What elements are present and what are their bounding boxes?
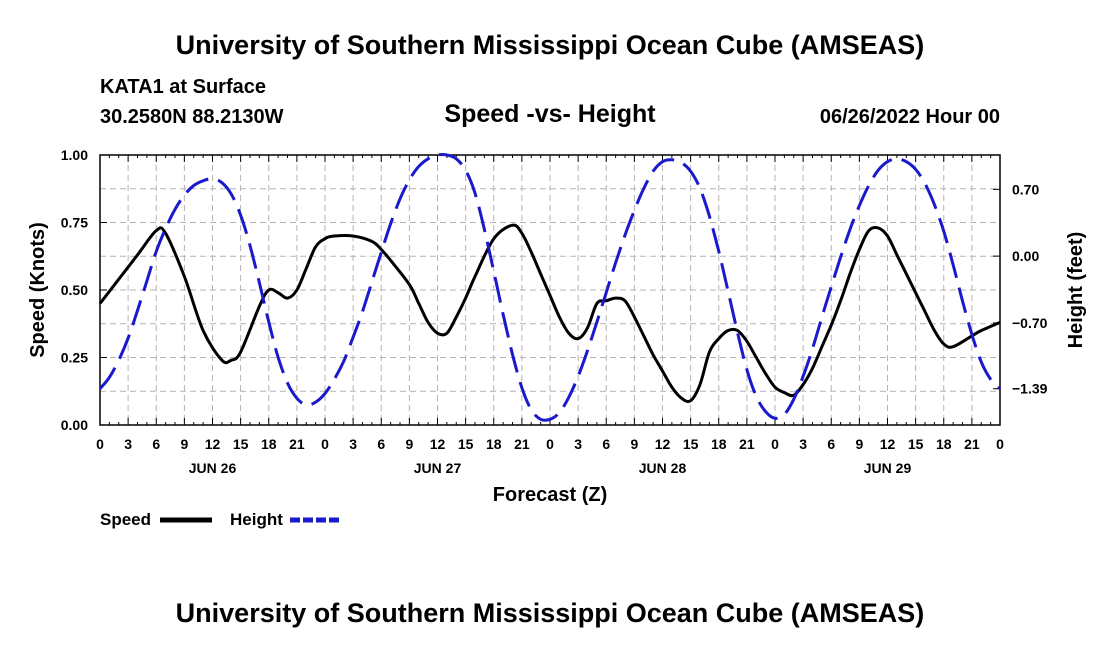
x-tick-label: 12 bbox=[880, 436, 896, 452]
legend-label-speed: Speed bbox=[100, 510, 151, 529]
series-line-speed bbox=[98, 223, 1001, 404]
y-axis-label: Speed (Knots) bbox=[27, 222, 49, 358]
y-tick-label: 0.50 bbox=[61, 282, 88, 298]
chart-title: Speed -vs- Height bbox=[444, 100, 656, 128]
x-tick-label: 3 bbox=[349, 436, 357, 452]
x-tick-label: 18 bbox=[936, 436, 952, 452]
x-tick-label: 6 bbox=[152, 436, 160, 452]
x-tick-label: 21 bbox=[289, 436, 305, 452]
x-axis-label: Forecast (Z) bbox=[493, 484, 607, 506]
report-title: University of Southern Mississippi Ocean… bbox=[175, 30, 925, 60]
y-tick-label: 0.25 bbox=[61, 350, 88, 366]
y2-tick-label: −0.70 bbox=[1012, 315, 1048, 331]
x-tick-label: 15 bbox=[233, 436, 249, 452]
legend-label-height: Height bbox=[230, 510, 283, 529]
series-line-height bbox=[98, 153, 1002, 422]
x-tick-label: 15 bbox=[908, 436, 924, 452]
x-tick-label: 6 bbox=[602, 436, 610, 452]
y2-tick-label: 0.00 bbox=[1012, 248, 1039, 264]
y2-tick-label: 0.70 bbox=[1012, 181, 1039, 197]
x-tick-label: 21 bbox=[739, 436, 755, 452]
x-tick-label: 18 bbox=[261, 436, 277, 452]
x-tick-label: 9 bbox=[630, 436, 638, 452]
x-tick-label: 3 bbox=[799, 436, 807, 452]
x-tick-label: 9 bbox=[180, 436, 188, 452]
x-tick-label: 0 bbox=[996, 436, 1004, 452]
y-tick-label: 0.75 bbox=[61, 215, 88, 231]
x-tick-label: 0 bbox=[96, 436, 104, 452]
x-tick-label: 12 bbox=[205, 436, 221, 452]
x-tick-label: 6 bbox=[827, 436, 835, 452]
x-tick-label: 12 bbox=[430, 436, 446, 452]
x-tick-label: 18 bbox=[711, 436, 727, 452]
x-tick-label: 9 bbox=[855, 436, 863, 452]
x-date-label: JUN 28 bbox=[639, 460, 687, 476]
y2-axis-label: Height (feet) bbox=[1065, 232, 1087, 349]
x-tick-label: 15 bbox=[458, 436, 474, 452]
x-tick-label: 21 bbox=[964, 436, 980, 452]
x-tick-label: 3 bbox=[124, 436, 132, 452]
x-tick-label: 0 bbox=[771, 436, 779, 452]
x-date-label: JUN 27 bbox=[414, 460, 462, 476]
report-title-repeat: University of Southern Mississippi Ocean… bbox=[175, 598, 925, 628]
x-tick-label: 0 bbox=[546, 436, 554, 452]
x-tick-label: 6 bbox=[377, 436, 385, 452]
x-tick-label: 15 bbox=[683, 436, 699, 452]
x-tick-label: 3 bbox=[574, 436, 582, 452]
station-label: KATA1 at Surface bbox=[100, 76, 266, 98]
y-tick-label: 0.00 bbox=[61, 417, 88, 433]
x-date-label: JUN 29 bbox=[864, 460, 912, 476]
y2-tick-label: −1.39 bbox=[1012, 381, 1048, 397]
x-tick-label: 18 bbox=[486, 436, 502, 452]
x-tick-label: 9 bbox=[405, 436, 413, 452]
station-coordinates: 30.2580N 88.2130W bbox=[100, 106, 284, 128]
x-date-label: JUN 26 bbox=[189, 460, 237, 476]
x-tick-label: 12 bbox=[655, 436, 671, 452]
y-tick-label: 1.00 bbox=[61, 147, 88, 163]
x-tick-label: 0 bbox=[321, 436, 329, 452]
forecast-datetime: 06/26/2022 Hour 00 bbox=[819, 106, 1000, 128]
x-tick-label: 21 bbox=[514, 436, 530, 452]
